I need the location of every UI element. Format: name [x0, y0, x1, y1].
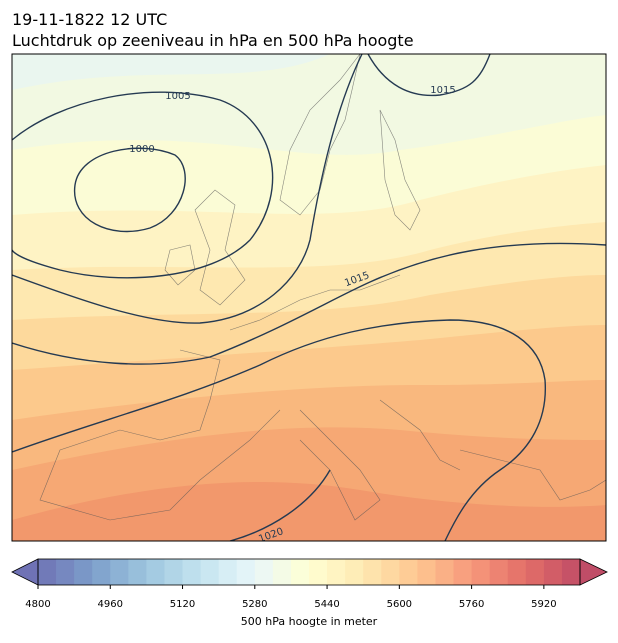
colorbar-band [290, 559, 310, 585]
colorbar-tick-label: 5760 [459, 599, 484, 610]
colorbar-extend-min [11, 558, 39, 586]
colorbar-band [417, 559, 436, 585]
colorbar-band [254, 559, 274, 585]
colorbar-band [182, 559, 202, 585]
colorbar-band [453, 559, 473, 585]
colorbar-tick-label: 5280 [242, 599, 267, 610]
contour-label: 1015 [430, 85, 455, 96]
colorbar-band [38, 559, 57, 585]
colorbar-band [525, 559, 545, 585]
colorbar-band [327, 559, 346, 585]
colorbar-tick-label: 5920 [531, 599, 556, 610]
colorbar-band [363, 559, 382, 585]
colorbar-band [381, 559, 400, 585]
colorbar-band [236, 559, 256, 585]
colorbar-extend-max [579, 558, 608, 586]
colorbar-band [543, 559, 563, 585]
colorbar-band [345, 559, 364, 585]
colorbar-band [146, 559, 165, 585]
colorbar-band [561, 559, 581, 585]
colorbar-band [164, 559, 184, 585]
contour-label: 1005 [165, 91, 190, 102]
colorbar-band [309, 559, 328, 585]
colorbar-tick-label: 5600 [387, 599, 412, 610]
map-area: 1005 1000 1015 1015 1020 [12, 54, 606, 541]
colorbar-band [272, 559, 292, 585]
colorbar-band [110, 559, 129, 585]
colorbar-band [56, 559, 75, 585]
contour-label: 1000 [129, 144, 154, 155]
colorbar-band [128, 559, 147, 585]
colorbar-label: 500 hPa hoogte in meter [241, 615, 378, 628]
colorbar-band [399, 559, 418, 585]
colorbar-band [218, 559, 238, 585]
colorbar-band [92, 559, 111, 585]
map-frame [11, 53, 607, 542]
title: 19-11-1822 12 UTC [12, 10, 167, 29]
colorbar-tick-label: 4960 [98, 599, 123, 610]
colorbar-tick-label: 4800 [25, 599, 50, 610]
subtitle: Luchtdruk op zeeniveau in hPa en 500 hPa… [12, 31, 414, 50]
colorbar-band [507, 559, 527, 585]
colorbar-frame [37, 558, 581, 586]
colorbar-band [74, 559, 93, 585]
colorbar-band [489, 559, 509, 585]
colorbar-tick-label: 5440 [314, 599, 339, 610]
colorbar-band [200, 559, 220, 585]
colorbar: 4800 4960 5120 5280 5440 5600 5760 5920 [11, 558, 608, 610]
colorbar-band [471, 559, 491, 585]
colorbar-tick-label: 5120 [170, 599, 195, 610]
colorbar-band [435, 559, 455, 585]
